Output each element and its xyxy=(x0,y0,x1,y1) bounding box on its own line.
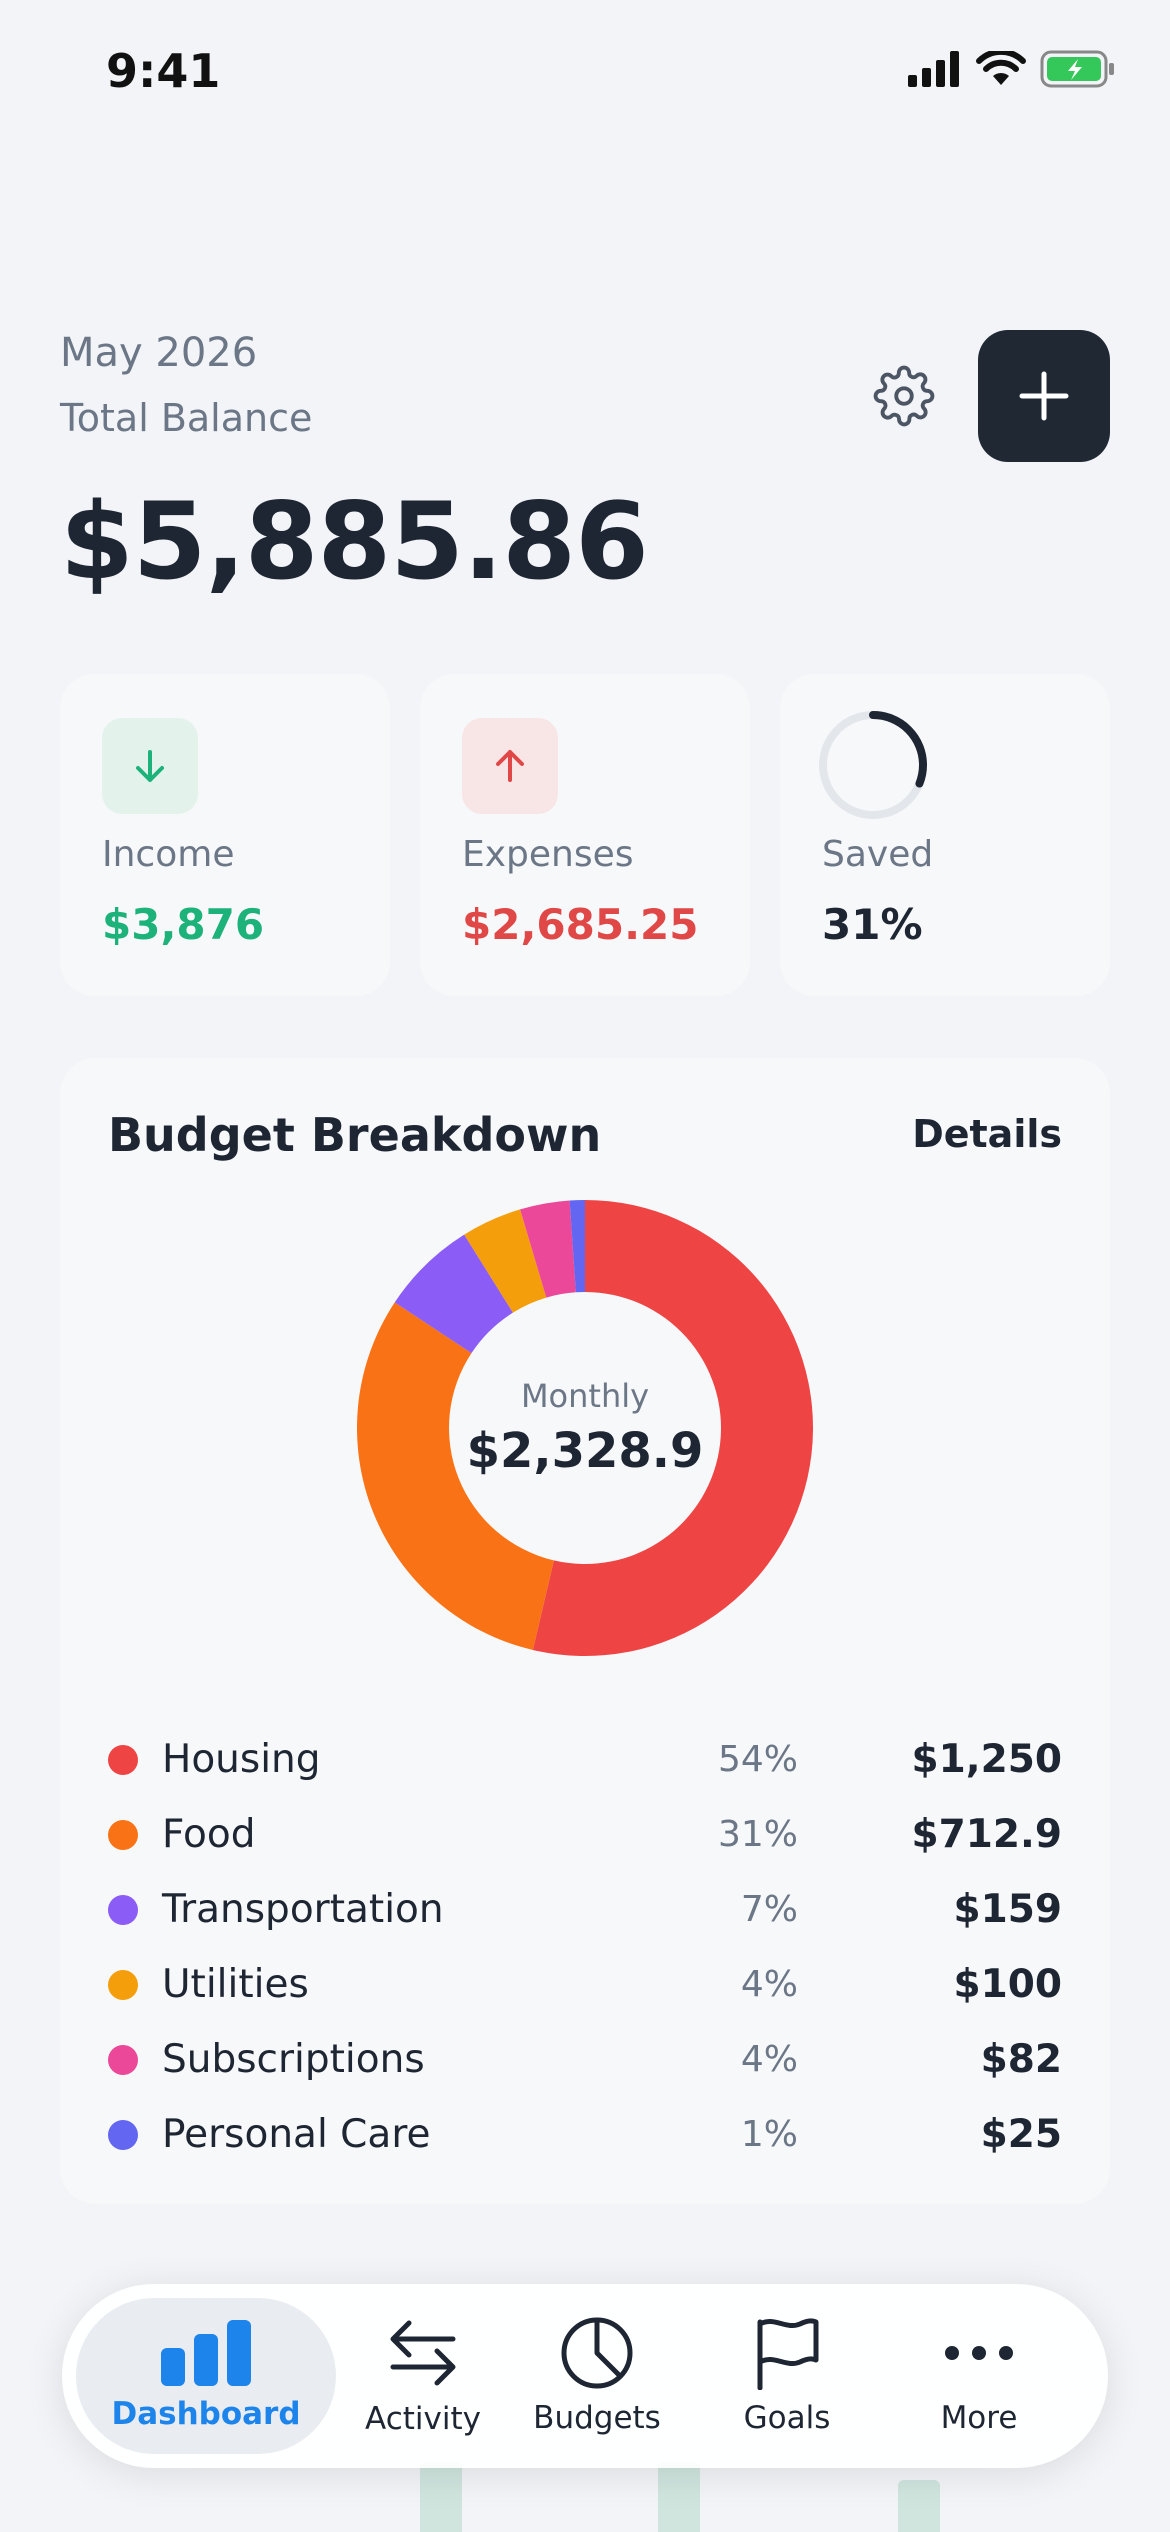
donut-slice-housing[interactable] xyxy=(532,1200,813,1656)
progress-ring-icon xyxy=(819,711,927,819)
legend-name: Subscriptions xyxy=(162,2037,425,2082)
legend-amount: $82 xyxy=(980,2037,1062,2082)
income-value: $3,876 xyxy=(102,900,265,949)
legend-amount: $159 xyxy=(953,1887,1062,1932)
legend-dot-utilities xyxy=(108,1969,138,2000)
flag-icon xyxy=(757,2318,819,2390)
income-icon-box xyxy=(102,718,198,814)
balance-label: Total Balance xyxy=(60,396,313,440)
details-link[interactable]: Details xyxy=(912,1112,1062,1156)
total-balance: $5,885.86 xyxy=(60,480,649,603)
donut-slice-personal-care[interactable] xyxy=(569,1200,585,1293)
legend-row-transportation[interactable]: Transportation 7% $159 xyxy=(108,1872,1062,1947)
pie-chart-icon xyxy=(561,2317,633,2389)
legend-dot-personal-care xyxy=(108,2119,138,2150)
arrow-up-icon xyxy=(496,750,524,782)
tab-dashboard[interactable]: Dashboard xyxy=(76,2298,336,2454)
background-chart-peek xyxy=(60,2230,1110,2532)
expenses-label: Expenses xyxy=(462,834,634,875)
month-label: May 2026 xyxy=(60,330,258,376)
legend-dot-subscriptions xyxy=(108,2044,138,2075)
battery-charging-icon xyxy=(1040,50,1114,88)
saved-card[interactable]: Saved 31% xyxy=(780,674,1110,996)
expenses-card[interactable]: Expenses $2,685.25 xyxy=(420,674,750,996)
donut-slice-utilities[interactable] xyxy=(464,1209,547,1313)
tab-label: Activity xyxy=(365,2401,481,2437)
budget-title: Budget Breakdown xyxy=(108,1108,602,1162)
income-label: Income xyxy=(102,834,235,875)
expenses-value: $2,685.25 xyxy=(462,900,699,949)
legend-pct: 7% xyxy=(740,1889,798,1930)
tab-label: Goals xyxy=(743,2400,831,2436)
income-card[interactable]: Income $3,876 xyxy=(60,674,390,996)
donut-center: Monthly $2,328.9 xyxy=(355,1198,815,1658)
status-icons xyxy=(908,50,1116,88)
legend-name: Housing xyxy=(162,1737,321,1782)
saved-label: Saved xyxy=(822,834,934,875)
gear-icon xyxy=(873,365,935,427)
legend-name: Personal Care xyxy=(162,2112,431,2157)
legend-dot-food xyxy=(108,1819,138,1850)
donut-slice-subscriptions[interactable] xyxy=(520,1200,576,1298)
tab-label: Budgets xyxy=(533,2400,661,2436)
ghost-bar xyxy=(420,2462,462,2532)
donut-center-label: Monthly xyxy=(520,1377,650,1415)
legend-name: Utilities xyxy=(162,1962,309,2007)
transfer-arrows-icon xyxy=(390,2320,456,2386)
legend-pct: 31% xyxy=(717,1814,798,1855)
status-time: 9:41 xyxy=(106,44,221,98)
saved-value: 31% xyxy=(822,900,923,949)
bar-chart-icon xyxy=(161,2320,251,2386)
legend-dot-housing xyxy=(108,1744,138,1775)
bottom-tab-bar: Dashboard Activity Budgets Goals More xyxy=(62,2284,1108,2468)
budget-breakdown-card: Budget Breakdown Details Monthly $2,328.… xyxy=(60,1058,1110,2204)
arrow-down-icon xyxy=(136,750,164,782)
wifi-icon xyxy=(976,51,1026,85)
expenses-icon-box xyxy=(462,718,558,814)
tab-activity[interactable]: Activity xyxy=(348,2298,498,2454)
legend-pct: 54% xyxy=(717,1739,798,1780)
legend-dot-transportation xyxy=(108,1894,138,1925)
tab-more[interactable]: More xyxy=(904,2298,1054,2454)
settings-button[interactable] xyxy=(864,356,944,436)
donut-slice-transportation[interactable] xyxy=(394,1234,513,1354)
legend-name: Transportation xyxy=(162,1887,444,1932)
legend-amount: $1,250 xyxy=(911,1737,1063,1782)
legend-pct: 4% xyxy=(740,1964,798,2005)
budget-legend: Housing 54% $1,250 Food 31% $712.9 Trans… xyxy=(108,1722,1062,2172)
legend-pct: 4% xyxy=(740,2039,798,2080)
donut-slice-food[interactable] xyxy=(356,1302,554,1650)
legend-row-subscriptions[interactable]: Subscriptions 4% $82 xyxy=(108,2022,1062,2097)
legend-pct: 1% xyxy=(740,2114,798,2155)
tab-goals[interactable]: Goals xyxy=(712,2298,862,2454)
tab-label: Dashboard xyxy=(111,2396,301,2432)
budget-donut-chart: Monthly $2,328.9 xyxy=(355,1198,815,1658)
tab-label: More xyxy=(940,2400,1018,2436)
ghost-bar xyxy=(898,2480,940,2532)
legend-row-utilities[interactable]: Utilities 4% $100 xyxy=(108,1947,1062,2022)
more-dots-icon xyxy=(945,2346,1013,2360)
legend-row-housing[interactable]: Housing 54% $1,250 xyxy=(108,1722,1062,1797)
donut-center-value: $2,328.9 xyxy=(466,1423,704,1479)
legend-amount: $712.9 xyxy=(911,1812,1063,1857)
legend-amount: $100 xyxy=(953,1962,1062,2007)
legend-row-food[interactable]: Food 31% $712.9 xyxy=(108,1797,1062,1872)
donut-svg xyxy=(356,1200,813,1656)
plus-icon xyxy=(1019,371,1069,421)
ghost-bar xyxy=(658,2462,700,2532)
cellular-signal-icon xyxy=(908,51,959,87)
tab-budgets[interactable]: Budgets xyxy=(522,2298,672,2454)
legend-name: Food xyxy=(162,1812,256,1857)
add-transaction-button[interactable] xyxy=(978,330,1110,462)
legend-row-personal-care[interactable]: Personal Care 1% $25 xyxy=(108,2097,1062,2172)
legend-amount: $25 xyxy=(980,2112,1062,2157)
